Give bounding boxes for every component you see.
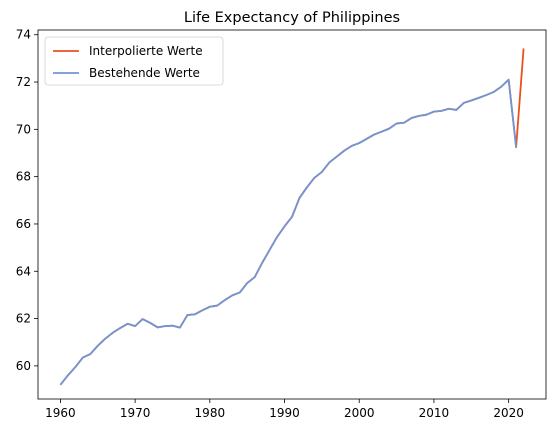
y-tick-label: 74: [16, 28, 31, 42]
x-tick-label: 1960: [45, 406, 76, 420]
series-lines: [59, 48, 525, 386]
plot-frame: [37, 29, 547, 400]
x-tick-label: 1970: [120, 406, 151, 420]
y-tick-label: 62: [16, 312, 31, 326]
x-tick-label: 2010: [419, 406, 450, 420]
x-tick-label: 1990: [269, 406, 300, 420]
x-tick-label: 1980: [195, 406, 226, 420]
y-tick-label: 72: [16, 75, 31, 89]
series-line-1: [59, 78, 518, 386]
y-tick-label: 70: [16, 122, 31, 136]
legend-label: Interpolierte Werte: [89, 44, 203, 58]
x-tick-label: 2020: [493, 406, 524, 420]
legend-box: [44, 36, 224, 86]
y-tick-label: 60: [16, 359, 31, 373]
legend: Interpolierte Werte Bestehende Werte: [44, 36, 224, 86]
y-tick-label: 66: [16, 217, 31, 231]
x-axis: 19601970198019902000201020202030: [45, 399, 524, 420]
y-tick-label: 64: [16, 264, 31, 278]
y-axis: 60 62 64 66 68 70 72 74: [16, 28, 38, 373]
x-tick-label: 2000: [344, 406, 375, 420]
chart-title: Life Expectancy of Philippines: [184, 10, 400, 26]
y-tick-label: 68: [16, 170, 31, 184]
plot-area: [37, 29, 547, 400]
legend-label: Bestehende Werte: [89, 66, 200, 80]
